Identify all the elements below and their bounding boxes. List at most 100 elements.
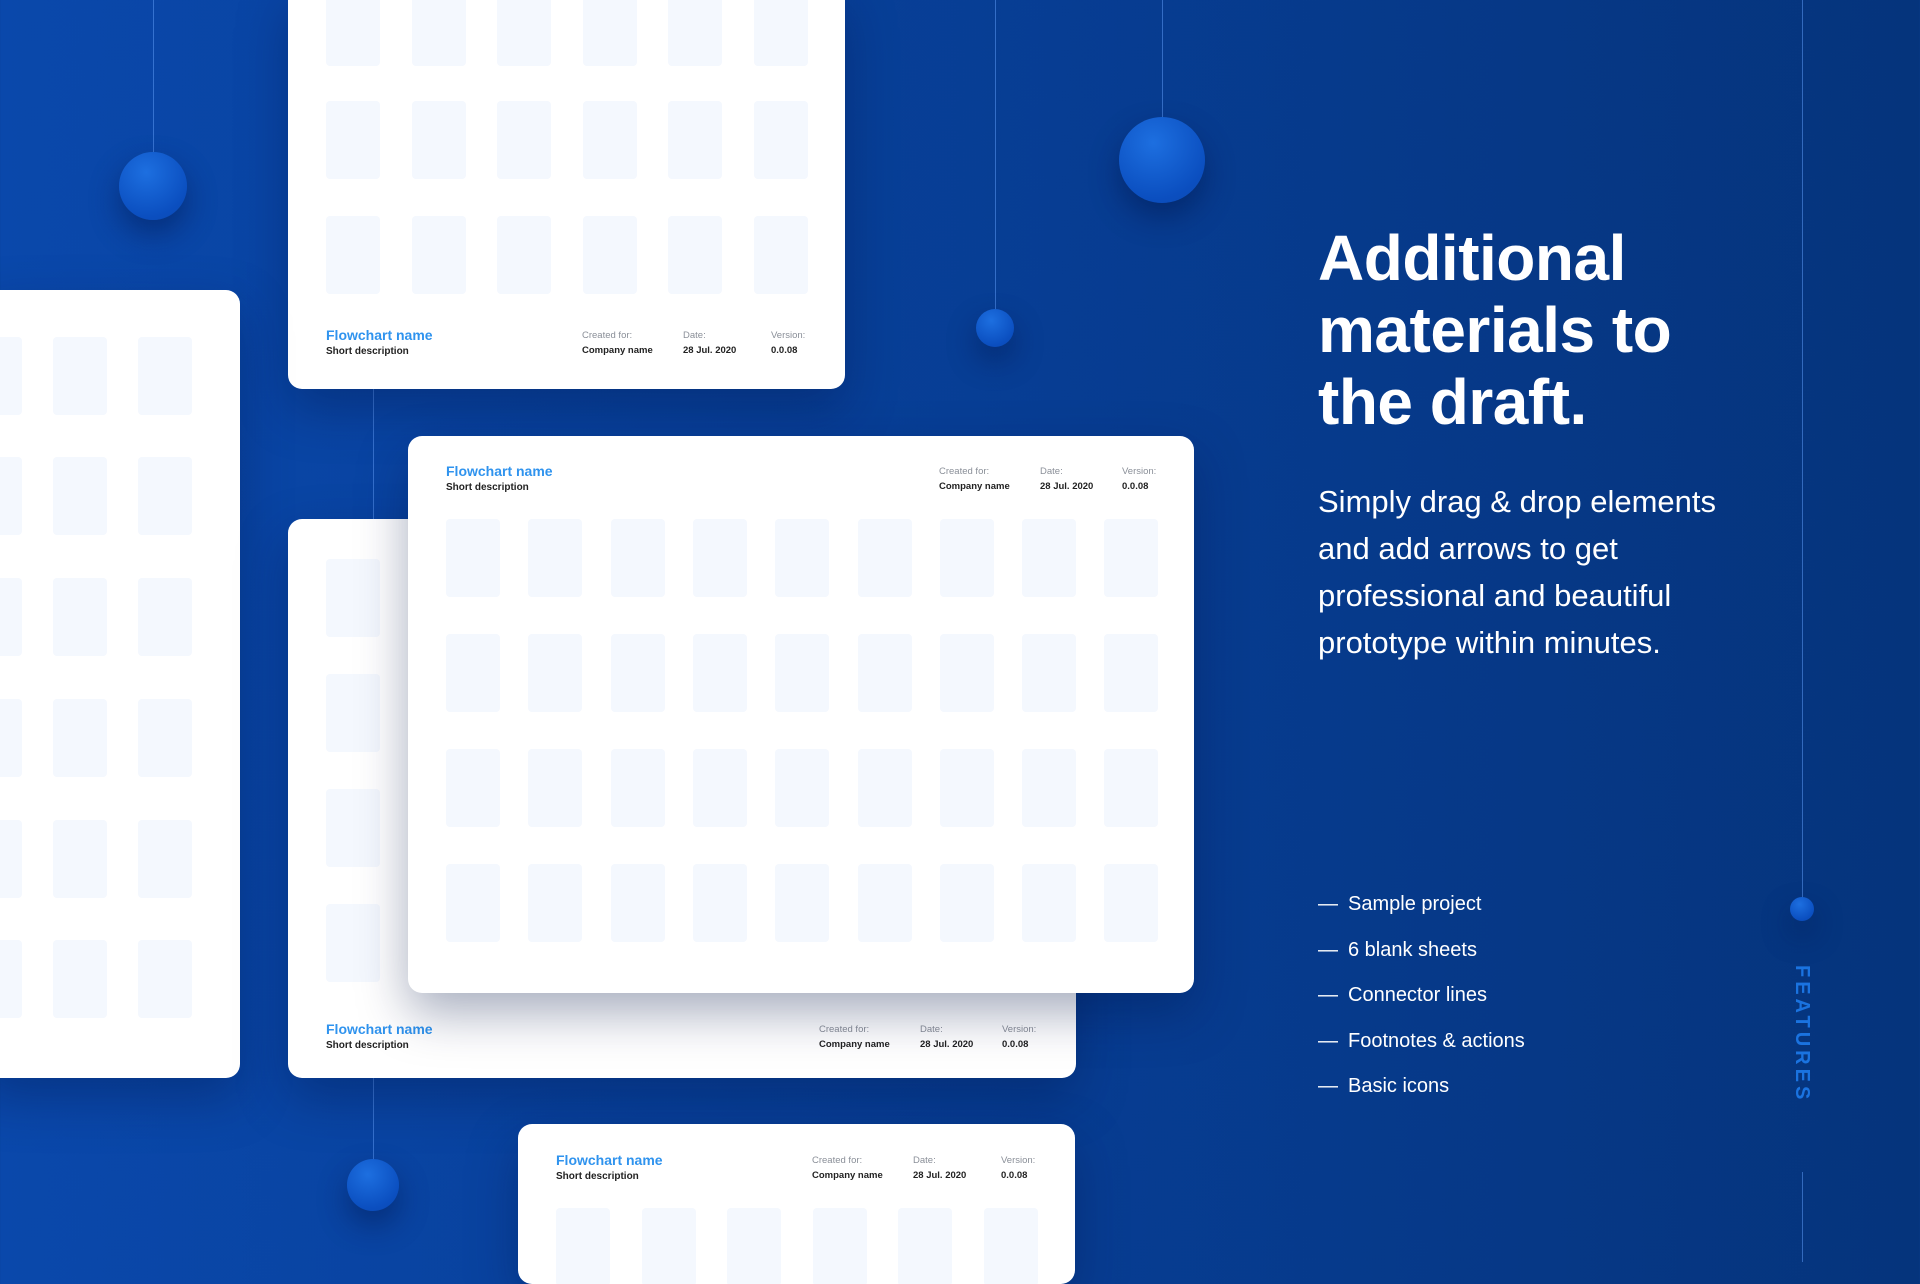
dash: — — [1318, 1029, 1338, 1052]
created-value: Company name — [939, 481, 1010, 492]
connector-line — [995, 0, 996, 310]
placeholder-tile — [326, 674, 380, 752]
decorative-circle — [1790, 897, 1814, 921]
placeholder-tile — [1022, 749, 1077, 827]
placeholder-tile — [1104, 749, 1159, 827]
created-value: Company name — [812, 1170, 883, 1181]
date-value: 28 Jul. 2020 — [683, 345, 737, 356]
placeholder-tile — [411, 101, 466, 179]
placeholder-tile — [727, 1208, 781, 1284]
dash: — — [1318, 984, 1338, 1007]
feature-label: Footnotes & actions — [1348, 1029, 1525, 1052]
decorative-circle — [119, 152, 187, 220]
connector-line — [1802, 1172, 1803, 1262]
dash: — — [1318, 938, 1338, 961]
placeholder-tile — [898, 1208, 952, 1284]
headline-line: the draft. — [1318, 366, 1587, 438]
placeholder-tile — [1022, 519, 1077, 597]
feature-label: Sample project — [1348, 893, 1482, 915]
sheet-title: Flowchart name — [326, 327, 433, 343]
dash: — — [1318, 1075, 1338, 1098]
placeholder-tile — [775, 519, 830, 597]
feature-item: — Connector lines — [1318, 984, 1487, 1007]
placeholder-tile — [1022, 634, 1077, 712]
placeholder-tile — [528, 634, 583, 712]
placeholder-tile — [0, 337, 22, 415]
placeholder-tile — [668, 216, 722, 294]
sheet-description: Short description — [556, 1171, 639, 1182]
decorative-circle — [347, 1159, 399, 1211]
sheet-description: Short description — [446, 482, 529, 493]
placeholder-tile — [939, 519, 994, 597]
placeholder-tile — [1104, 864, 1159, 942]
date-label: Date: — [913, 1155, 936, 1166]
placeholder-tile — [939, 749, 994, 827]
decorative-circle — [976, 309, 1014, 347]
placeholder-tile — [446, 864, 500, 942]
sheet-title: Flowchart name — [446, 463, 553, 479]
sheet-title: Flowchart name — [556, 1152, 663, 1168]
created-value: Company name — [819, 1039, 890, 1050]
placeholder-tile — [497, 216, 551, 294]
placeholder-tile — [775, 634, 830, 712]
placeholder-tile — [0, 578, 22, 656]
created-label: Created for: — [582, 330, 633, 341]
placeholder-tile — [668, 0, 722, 66]
placeholder-tile — [497, 0, 551, 66]
date-value: 28 Jul. 2020 — [913, 1170, 967, 1181]
placeholder-tile — [528, 749, 583, 827]
connector-line — [1802, 0, 1803, 900]
date-value: 28 Jul. 2020 — [1040, 481, 1094, 492]
placeholder-tile — [582, 216, 637, 294]
version-label: Version: — [1001, 1155, 1036, 1166]
flowchart-sheet-left[interactable] — [0, 290, 240, 1078]
placeholder-tile — [1104, 519, 1159, 597]
flowchart-sheet-top[interactable]: Flowchart name Short description Created… — [288, 0, 845, 389]
placeholder-tile — [138, 578, 192, 656]
feature-label: Connector lines — [1348, 984, 1487, 1007]
placeholder-tile — [411, 216, 466, 294]
placeholder-tile — [753, 216, 808, 294]
version-label: Version: — [1002, 1024, 1037, 1035]
placeholder-tile — [497, 101, 551, 179]
placeholder-tile — [692, 864, 747, 942]
placeholder-tile — [138, 337, 192, 415]
flowchart-sheet-front[interactable]: Flowchart name Short description Created… — [408, 436, 1194, 993]
version-value: 0.0.08 — [1122, 481, 1149, 492]
feature-item: — Sample project — [1318, 893, 1481, 916]
placeholder-tile — [326, 101, 380, 179]
placeholder-tile — [939, 634, 994, 712]
created-label: Created for: — [819, 1024, 870, 1035]
placeholder-tile — [610, 519, 665, 597]
sheet-description: Short description — [326, 1040, 409, 1051]
placeholder-tile — [0, 820, 22, 898]
placeholder-tile — [668, 101, 722, 179]
headline-line: Additional — [1318, 222, 1626, 294]
sheet-description: Short description — [326, 346, 409, 357]
connector-line — [1162, 0, 1163, 118]
placeholder-tile — [0, 457, 22, 535]
placeholder-tile — [610, 634, 665, 712]
placeholder-tile — [138, 820, 192, 898]
placeholder-tile — [582, 101, 637, 179]
created-label: Created for: — [812, 1155, 863, 1166]
description-paragraph: Simply drag & drop elements and add arro… — [1318, 484, 1717, 660]
placeholder-tile — [446, 519, 500, 597]
flowchart-sheet-bottom[interactable]: Flowchart name Short description Created… — [518, 1124, 1075, 1284]
placeholder-tile — [692, 634, 747, 712]
placeholder-tile — [0, 699, 22, 777]
placeholder-tile — [556, 1208, 610, 1284]
placeholder-tile — [857, 864, 912, 942]
placeholder-tile — [528, 519, 583, 597]
headline-line: materials to — [1318, 294, 1672, 366]
placeholder-tile — [775, 749, 830, 827]
placeholder-tile — [857, 634, 912, 712]
placeholder-tile — [775, 864, 830, 942]
feature-item: — Basic icons — [1318, 1075, 1449, 1098]
date-label: Date: — [1040, 466, 1063, 477]
placeholder-tile — [326, 559, 380, 637]
placeholder-tile — [528, 864, 583, 942]
placeholder-tile — [326, 789, 380, 867]
placeholder-tile — [610, 749, 665, 827]
placeholder-tile — [753, 0, 808, 66]
